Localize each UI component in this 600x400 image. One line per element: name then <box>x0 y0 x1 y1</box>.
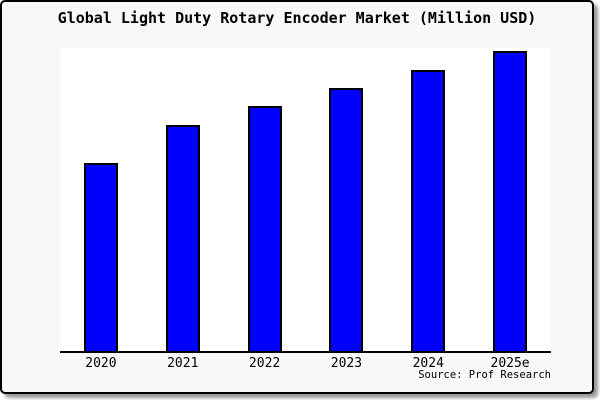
bar-2025e <box>493 51 528 351</box>
chart-title: Global Light Duty Rotary Encoder Market … <box>57 9 537 27</box>
source-credit: Source: Prof Research <box>418 369 551 381</box>
x-tick-label-2022: 2022 <box>248 356 281 371</box>
bar-2023 <box>329 88 364 351</box>
bar-2022 <box>247 106 282 351</box>
bar-2021 <box>165 125 200 351</box>
bar-2020 <box>83 163 118 351</box>
x-tick-label-2021: 2021 <box>167 356 199 371</box>
bar-2024 <box>411 70 446 351</box>
chart-frame: Global Light Duty Rotary Encoder Market … <box>0 0 594 394</box>
x-tick-label-2024: 2024 <box>412 356 444 371</box>
plot-area <box>60 48 551 353</box>
x-tick-label-2023: 2023 <box>330 356 363 371</box>
x-tick-label-2020: 2020 <box>85 356 117 371</box>
x-tick-label-2025e: 2025e <box>490 356 530 371</box>
